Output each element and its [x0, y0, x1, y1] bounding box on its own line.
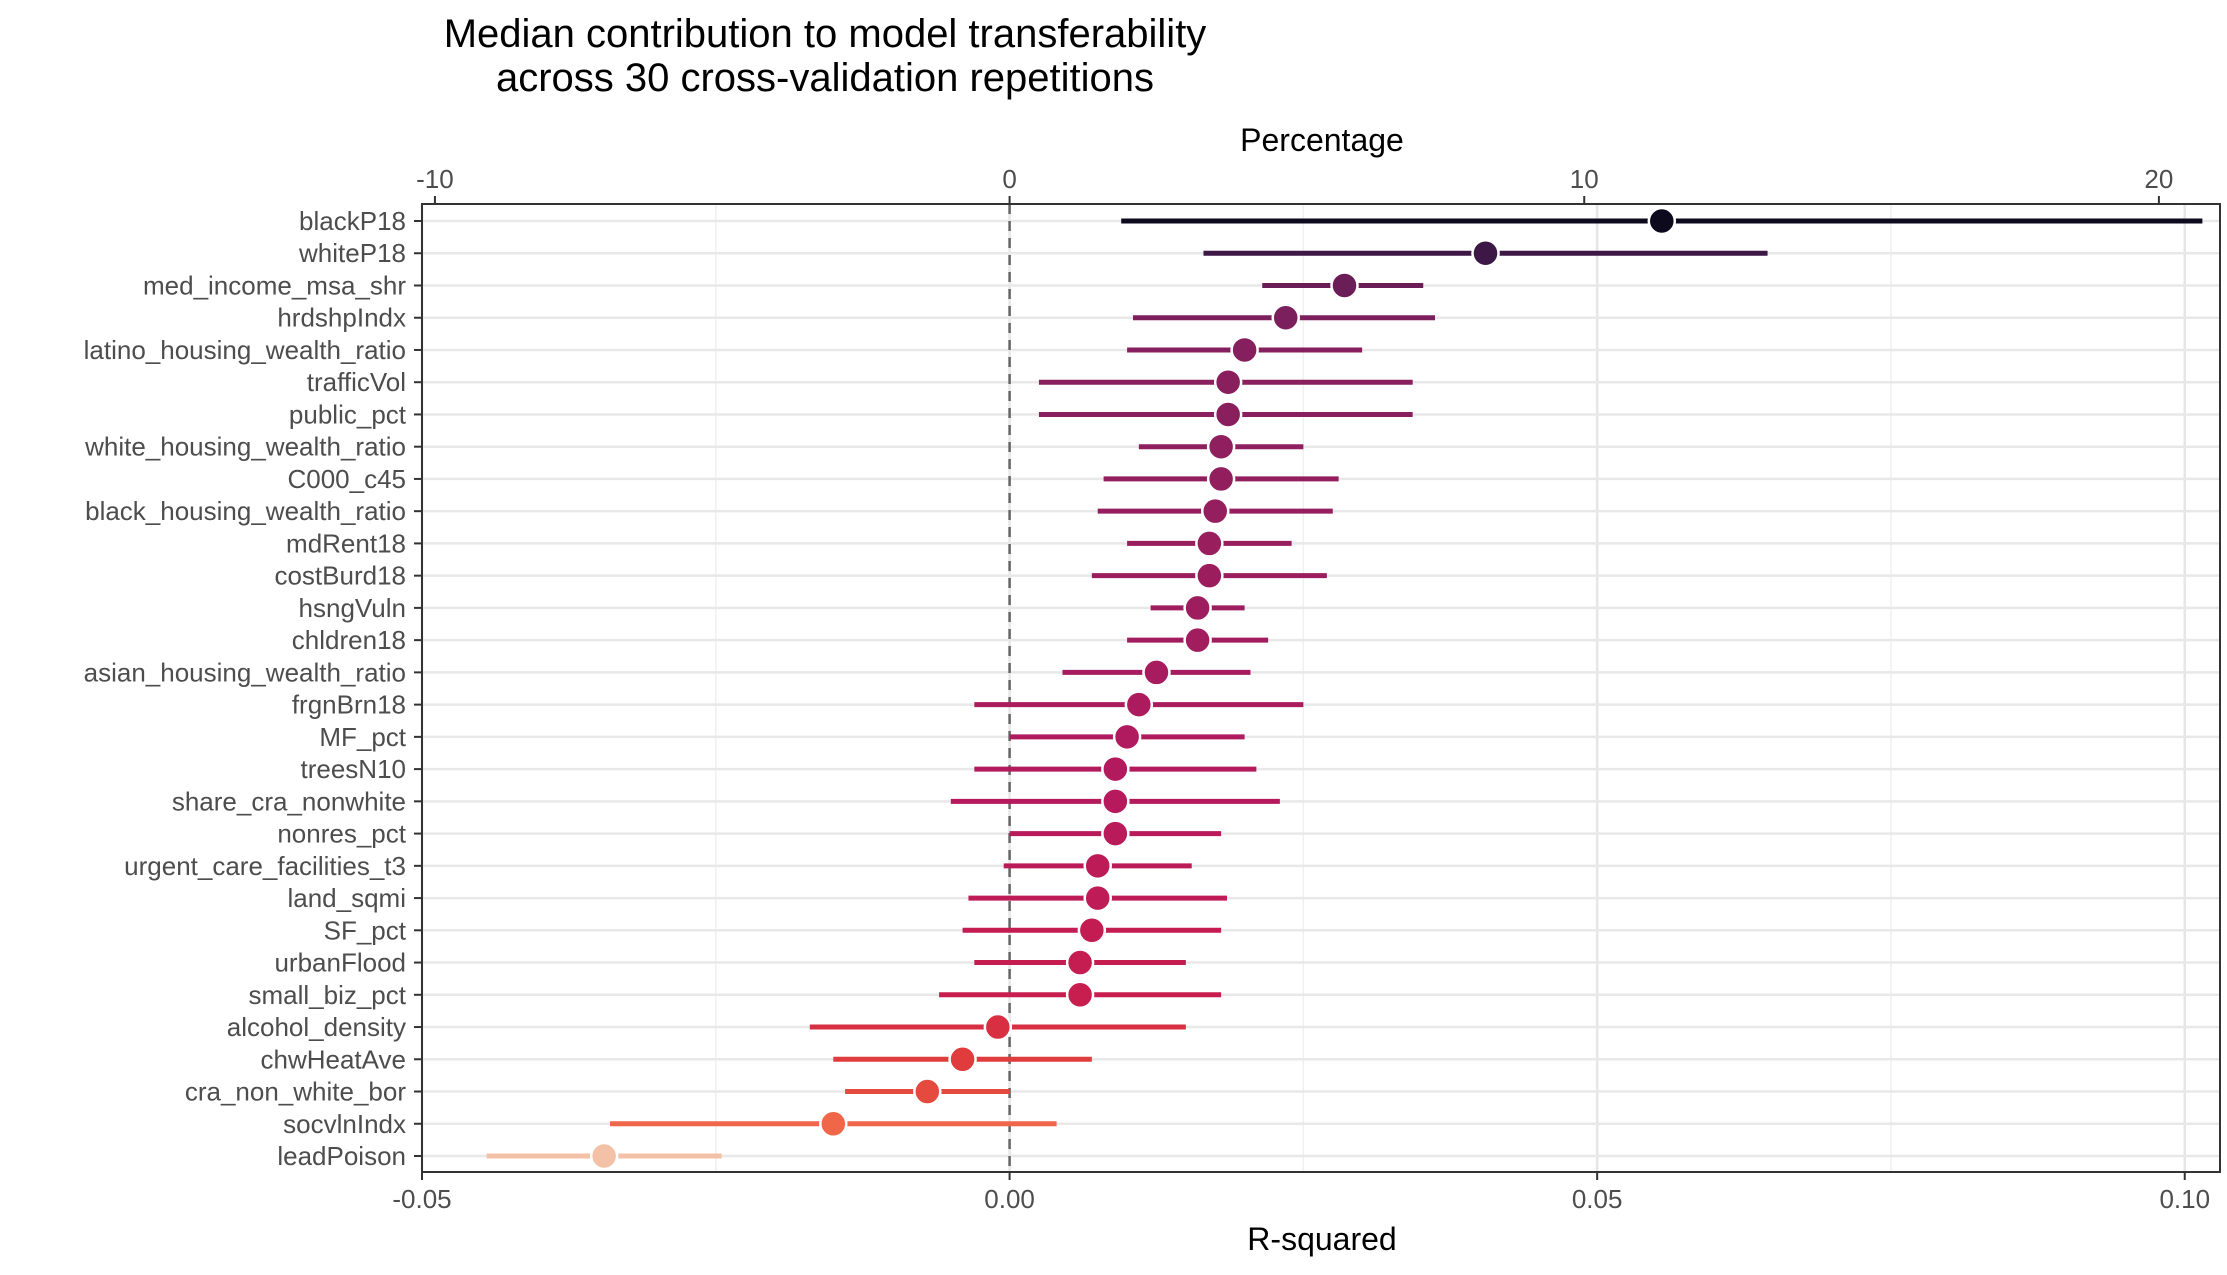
median-point-blackP18 — [1647, 206, 1677, 236]
y-tick-label-whiteP18: whiteP18 — [298, 238, 406, 268]
median-point-alcohol_density — [983, 1012, 1013, 1042]
y-tick-label-asian_housing_wealth_ratio: asian_housing_wealth_ratio — [84, 657, 406, 687]
median-point-hrdshpIndx — [1271, 303, 1300, 332]
y-tick-label-costBurd18: costBurd18 — [274, 561, 406, 591]
median-point-C000_c45 — [1206, 464, 1236, 494]
y-tick-label-land_sqmi: land_sqmi — [287, 883, 406, 913]
y-tick-label-cra_non_white_bor: cra_non_white_bor — [185, 1077, 406, 1107]
y-tick-label-trafficVol: trafficVol — [307, 367, 406, 397]
panel-border — [421, 203, 2221, 1173]
median-point-leadPoison — [589, 1141, 619, 1171]
y-tick-label-med_income_msa_shr: med_income_msa_shr — [143, 270, 406, 300]
median-point-frgnBrn18 — [1124, 690, 1154, 719]
x-bottom-tick-label: -0.05 — [392, 1184, 451, 1214]
y-tick-label-latino_housing_wealth_ratio: latino_housing_wealth_ratio — [84, 335, 406, 365]
y-tick-label-blackP18: blackP18 — [299, 206, 406, 236]
y-tick-label-small_biz_pct: small_biz_pct — [248, 980, 406, 1010]
y-tick-label-urgent_care_facilities_t3: urgent_care_facilities_t3 — [124, 851, 406, 881]
median-point-small_biz_pct — [1065, 980, 1095, 1010]
median-point-treesN10 — [1101, 754, 1130, 784]
y-tick-label-frgnBrn18: frgnBrn18 — [292, 690, 406, 720]
median-point-chwHeatAve — [948, 1045, 977, 1074]
y-tick-label-share_cra_nonwhite: share_cra_nonwhite — [172, 786, 406, 816]
median-point-hsngVuln — [1183, 593, 1212, 623]
x-bottom-tick-label: 0.10 — [2159, 1184, 2210, 1214]
median-point-chldren18 — [1183, 625, 1212, 655]
y-tick-label-mdRent18: mdRent18 — [286, 528, 406, 558]
chart-title-line-2: across 30 cross-validation repetitions — [496, 56, 1154, 100]
x-top-tick-label: 0 — [1002, 164, 1016, 194]
y-tick-label-black_housing_wealth_ratio: black_housing_wealth_ratio — [85, 496, 406, 526]
y-tick-label-chwHeatAve: chwHeatAve — [261, 1044, 407, 1074]
median-point-latino_housing_wealth_ratio — [1230, 335, 1259, 365]
median-point-nonres_pct — [1101, 819, 1130, 848]
median-point-costBurd18 — [1195, 561, 1224, 590]
median-point-black_housing_wealth_ratio — [1200, 496, 1230, 526]
y-tick-label-SF_pct: SF_pct — [324, 915, 407, 945]
y-tick-label-leadPoison: leadPoison — [277, 1141, 406, 1171]
x-bottom-tick-label: 0.05 — [1572, 1184, 1623, 1214]
y-tick-label-hsngVuln: hsngVuln — [299, 593, 406, 623]
y-tick-label-C000_c45: C000_c45 — [287, 464, 406, 494]
median-point-MF_pct — [1112, 722, 1142, 752]
y-tick-label-socvlnIndx: socvlnIndx — [283, 1109, 406, 1139]
median-point-socvlnIndx — [819, 1109, 848, 1139]
y-tick-label-public_pct: public_pct — [289, 399, 407, 429]
median-point-white_housing_wealth_ratio — [1206, 432, 1236, 461]
y-tick-label-urbanFlood: urbanFlood — [274, 948, 406, 978]
y-tick-label-nonres_pct: nonres_pct — [277, 819, 406, 849]
x-top-tick-label: -10 — [416, 164, 454, 194]
median-point-SF_pct — [1077, 916, 1107, 945]
median-point-land_sqmi — [1083, 883, 1112, 913]
y-tick-label-alcohol_density: alcohol_density — [227, 1012, 406, 1042]
median-point-urbanFlood — [1065, 948, 1095, 977]
median-point-asian_housing_wealth_ratio — [1142, 658, 1171, 687]
x-top-tick-label: 10 — [1570, 164, 1599, 194]
x-bottom-tick-label: 0.00 — [984, 1184, 1035, 1214]
x-top-tick-label: 20 — [2144, 164, 2173, 194]
median-point-whiteP18 — [1471, 238, 1500, 268]
chart-title-line-1: Median contribution to model transferabi… — [444, 12, 1207, 56]
median-point-cra_non_white_bor — [913, 1077, 942, 1106]
y-tick-label-chldren18: chldren18 — [292, 625, 406, 655]
median-point-public_pct — [1213, 400, 1243, 429]
median-point-share_cra_nonwhite — [1101, 787, 1130, 816]
y-tick-label-hrdshpIndx: hrdshpIndx — [277, 303, 406, 333]
plot-area: blackP18whiteP18med_income_msa_shrhrdshp… — [84, 164, 2221, 1214]
y-tick-label-white_housing_wealth_ratio: white_housing_wealth_ratio — [84, 432, 406, 462]
x-axis-bottom-title: R-squared — [1247, 1221, 1396, 1257]
median-point-trafficVol — [1213, 367, 1243, 397]
y-tick-label-MF_pct: MF_pct — [319, 722, 406, 752]
median-point-mdRent18 — [1195, 529, 1224, 558]
y-tick-label-treesN10: treesN10 — [301, 754, 407, 784]
median-point-med_income_msa_shr — [1330, 271, 1359, 300]
median-point-urgent_care_facilities_t3 — [1083, 851, 1112, 881]
x-axis-top-title: Percentage — [1240, 122, 1404, 158]
